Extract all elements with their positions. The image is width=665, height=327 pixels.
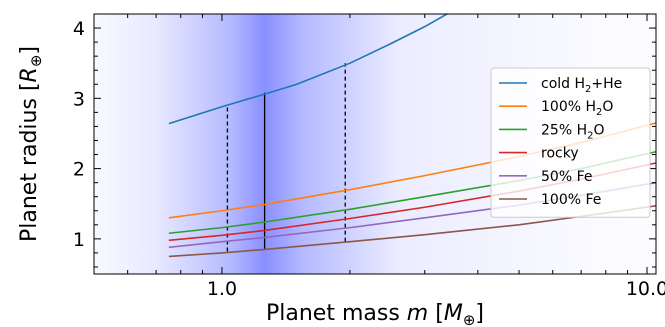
y-axis-label: Planet radius [R⊕]	[17, 46, 45, 242]
legend-box	[490, 67, 651, 218]
legend-label-5: 100% Fe	[541, 192, 601, 208]
y-tick-label-0: 1	[73, 229, 85, 251]
x-tick-label-1: 10.0	[626, 278, 665, 300]
series-line-5	[168, 205, 656, 258]
series-line-0	[168, 14, 449, 125]
plot-frame	[93, 13, 657, 275]
legend-label-2: 25% H2O	[541, 122, 605, 141]
x-axis-label: Planet mass m [M⊕]	[266, 301, 484, 327]
y-tick-label-1: 2	[73, 159, 85, 181]
y-tick-label-2: 3	[73, 88, 85, 110]
legend-label-3: rocky	[541, 146, 579, 162]
x-tick-label-0: 1.0	[207, 278, 237, 300]
legend-label-1: 100% H2O	[541, 99, 613, 118]
legend-label-4: 50% Fe	[541, 169, 592, 185]
y-tick-label-3: 4	[73, 18, 85, 40]
legend-label-0: cold H2+He	[541, 76, 622, 95]
